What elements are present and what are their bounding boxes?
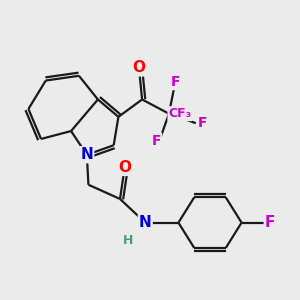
Text: O: O [118, 160, 131, 175]
Text: O: O [132, 60, 146, 75]
Text: F: F [170, 75, 180, 89]
Text: F: F [265, 215, 275, 230]
Text: F: F [197, 116, 207, 130]
Text: CF₃: CF₃ [168, 107, 192, 120]
Text: F: F [152, 134, 161, 148]
Text: H: H [123, 233, 133, 247]
Text: N: N [80, 147, 93, 162]
Text: N: N [139, 215, 152, 230]
